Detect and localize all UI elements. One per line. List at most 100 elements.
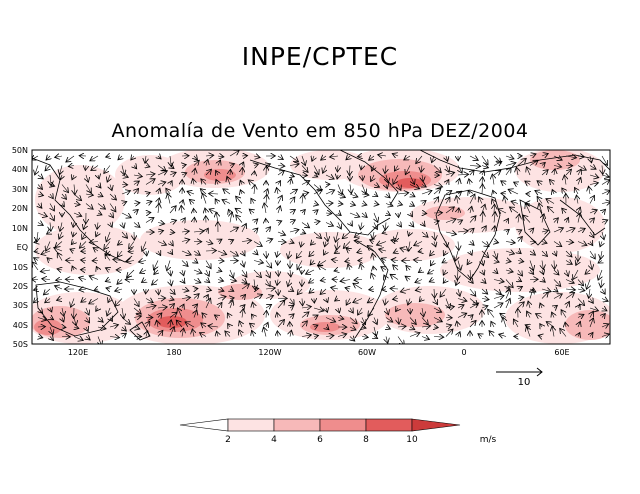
wind-vector xyxy=(265,296,274,299)
wind-vector xyxy=(367,246,375,252)
wind-vector xyxy=(170,242,173,246)
wind-vector xyxy=(217,156,224,157)
wind-vector xyxy=(122,202,127,204)
wind-vector xyxy=(50,308,52,312)
wind-vector xyxy=(301,181,310,185)
wind-vector xyxy=(187,191,195,194)
wind-vector xyxy=(34,258,38,261)
wind-vector xyxy=(566,269,568,276)
wind-vector xyxy=(422,223,425,227)
wind-vector xyxy=(434,221,439,223)
wind-vector xyxy=(206,228,208,232)
wind-vector xyxy=(301,307,311,309)
wind-vector xyxy=(61,184,69,193)
wind-vector xyxy=(446,197,450,204)
wind-vector xyxy=(117,250,122,257)
wind-vector xyxy=(589,308,599,311)
lat-label: 30N xyxy=(12,185,28,194)
wind-vector xyxy=(115,298,123,307)
wind-vector xyxy=(113,259,123,260)
wind-vector xyxy=(482,170,484,175)
wind-vector xyxy=(430,251,434,256)
wind-vector xyxy=(109,337,120,338)
wind-vector xyxy=(230,298,234,299)
wind-vector xyxy=(434,327,438,328)
wind-vector xyxy=(239,330,242,337)
wind-vector xyxy=(178,308,183,318)
wind-vector xyxy=(528,301,530,309)
wind-vector xyxy=(554,251,557,256)
map-frame xyxy=(31,149,611,345)
legend-swatch xyxy=(227,418,275,432)
wind-vector xyxy=(229,150,239,157)
wind-vector xyxy=(170,251,173,255)
wind-vector xyxy=(577,166,586,171)
wind-vector xyxy=(34,251,38,252)
wind-vector xyxy=(146,166,150,167)
wind-vector xyxy=(565,242,574,243)
wind-vector xyxy=(600,242,602,247)
wind-vector xyxy=(251,198,254,203)
wind-vector xyxy=(428,270,435,274)
wind-vector xyxy=(601,220,608,223)
wind-vector xyxy=(79,289,87,290)
wind-vector xyxy=(493,296,504,299)
wind-vector xyxy=(445,329,453,337)
wind-vector xyxy=(82,231,86,240)
lat-label: 10N xyxy=(12,224,28,233)
wind-vector xyxy=(590,231,594,238)
wind-vector xyxy=(386,185,387,189)
wind-vector xyxy=(57,299,63,301)
wind-vector xyxy=(415,280,423,283)
wind-vector xyxy=(470,170,474,175)
wind-vector xyxy=(157,182,166,185)
lat-label: 50N xyxy=(12,146,28,155)
wind-vector xyxy=(181,260,188,267)
longitude-axis: 120E 180 120W 60W 0 60E xyxy=(68,348,570,357)
wind-vector xyxy=(494,261,499,263)
wind-vector xyxy=(129,241,135,249)
wind-vector xyxy=(321,156,326,160)
wind-vector xyxy=(589,175,599,178)
wind-vector xyxy=(145,174,155,175)
wind-vector xyxy=(109,325,119,327)
wind-vector xyxy=(434,288,435,298)
wind-vector xyxy=(278,181,281,185)
wind-vector xyxy=(479,197,482,204)
wind-vector xyxy=(493,161,502,165)
wind-vector xyxy=(107,174,110,182)
wind-vector xyxy=(288,250,290,259)
wind-vector xyxy=(206,280,210,283)
wind-vector xyxy=(242,167,243,176)
wind-vector xyxy=(601,202,610,204)
wind-vector xyxy=(146,331,148,337)
wind-vector xyxy=(250,323,255,327)
wind-vector xyxy=(104,165,111,174)
wind-vector xyxy=(511,201,519,203)
wind-vector xyxy=(590,299,593,304)
wind-vector xyxy=(578,213,580,223)
wind-vector xyxy=(277,300,285,309)
wind-vector xyxy=(50,212,54,221)
wind-vector xyxy=(397,336,404,344)
wind-vector xyxy=(60,175,62,180)
wind-vector xyxy=(182,218,185,223)
wind-vector xyxy=(525,203,531,214)
wind-vector xyxy=(371,273,374,280)
wind-vector xyxy=(506,218,509,222)
wind-vector xyxy=(33,299,38,303)
wind-vector xyxy=(242,269,247,277)
wind-vector xyxy=(578,169,581,176)
wind-vector xyxy=(554,305,557,308)
wind-vector xyxy=(538,335,542,336)
wind-vector xyxy=(320,280,327,281)
wind-vector xyxy=(154,260,159,271)
wind-vector xyxy=(56,280,63,281)
wind-vector xyxy=(458,208,459,213)
wind-vector xyxy=(89,242,99,243)
wind-vector xyxy=(505,279,513,288)
wind-vector xyxy=(290,210,295,214)
wind-vector xyxy=(393,251,398,253)
wind-vector xyxy=(386,307,389,315)
wind-vector xyxy=(98,318,103,323)
